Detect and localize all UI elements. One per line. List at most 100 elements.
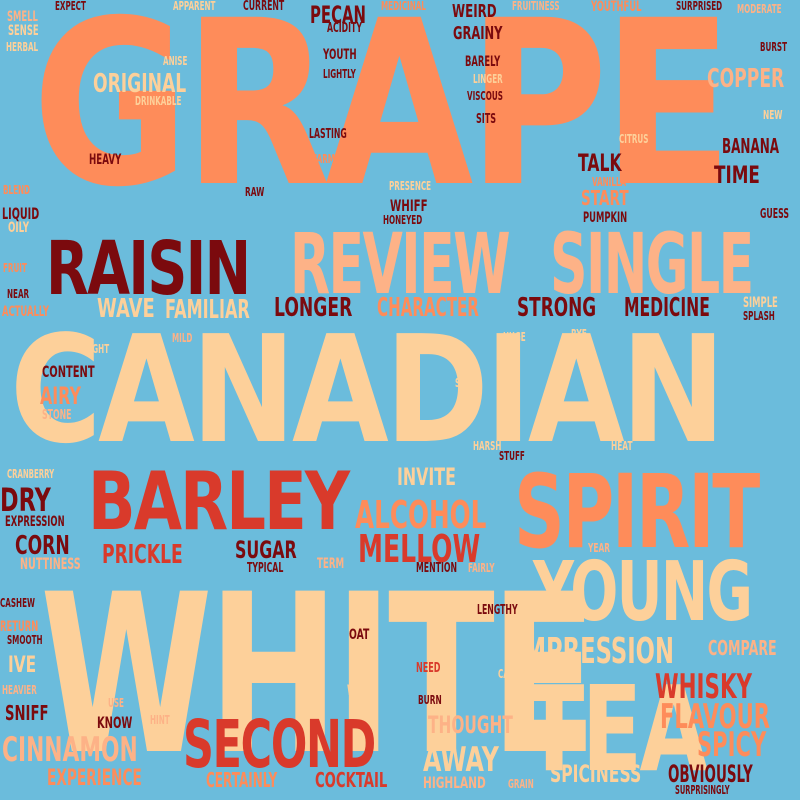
word-ive: IVE bbox=[8, 653, 37, 678]
word-cranberry: CRANBERRY bbox=[7, 467, 55, 481]
word-acidity: ACIDITY bbox=[327, 21, 363, 36]
word-compare: COMPARE bbox=[708, 636, 777, 660]
word-sniff: SNIFF bbox=[5, 701, 49, 725]
word-harsh: HARSH bbox=[473, 439, 502, 453]
word-medicinal: MEDICINAL bbox=[381, 0, 426, 13]
word-invite: INVITE bbox=[397, 463, 456, 491]
word-mellow: MELLOW bbox=[358, 527, 481, 571]
word-term: TERM bbox=[317, 556, 345, 572]
word-whisky: WHISKY bbox=[655, 667, 753, 707]
word-strong: STRONG bbox=[517, 293, 597, 323]
word-pecan: PECAN bbox=[310, 1, 366, 29]
word-warm: WARM bbox=[309, 152, 335, 166]
word-apparent: APPARENT bbox=[173, 0, 216, 13]
word-spice: SPICE bbox=[455, 376, 479, 390]
word-review: REVIEW bbox=[290, 215, 511, 313]
word-single: SINGLE bbox=[550, 215, 754, 313]
word-mention: MENTION bbox=[416, 561, 458, 576]
word-huge: HUGE bbox=[503, 330, 526, 344]
word-wish: WISH bbox=[347, 683, 375, 699]
word-away: AWAY bbox=[423, 740, 499, 780]
word-typical: TYPICAL bbox=[247, 561, 284, 576]
word-blend: BLEND bbox=[3, 183, 31, 197]
word-year: YEAR bbox=[588, 541, 610, 555]
word-light: LIGHT bbox=[85, 342, 110, 356]
word-corn: CORN bbox=[15, 531, 70, 561]
word-simple: SIMPLE bbox=[743, 295, 778, 311]
word-prickle: PRICKLE bbox=[102, 540, 183, 570]
word-stone: STONE bbox=[42, 408, 72, 423]
word-airy: AIRY bbox=[40, 382, 81, 410]
word-lengthy: LENGTHY bbox=[477, 603, 518, 618]
word-longer: LONGER bbox=[274, 293, 353, 323]
word-dry: DRY bbox=[0, 481, 51, 519]
word-grain: GRAIN bbox=[508, 777, 534, 791]
word-certainly: CERTAINLY bbox=[206, 768, 278, 792]
word-expect: EXPECT bbox=[55, 0, 86, 13]
word-lasting: LASTING bbox=[309, 127, 347, 142]
word-fruit: FRUIT bbox=[3, 261, 27, 275]
word-liquid: LIQUID bbox=[2, 204, 40, 223]
word-mild: MILD bbox=[172, 331, 193, 345]
word-near: NEAR bbox=[7, 287, 30, 301]
word-hint: HINT bbox=[150, 713, 170, 727]
word-oily: OILY bbox=[8, 220, 30, 236]
word-character: CHARACTER bbox=[377, 293, 479, 323]
word-alcohol: ALCOHOL bbox=[355, 493, 487, 537]
word-youthful: YOUTHFUL bbox=[591, 0, 642, 15]
word-surprised: SURPRISED bbox=[676, 0, 723, 13]
word-flavour: FLAVOUR bbox=[660, 697, 770, 737]
word-new: NEW bbox=[763, 108, 783, 122]
word-weird: WEIRD bbox=[452, 1, 497, 22]
word-copper: COPPER bbox=[707, 64, 785, 94]
word-thought: THOUGHT bbox=[428, 711, 513, 739]
word-grainy: GRAINY bbox=[453, 23, 503, 44]
word-return: RETURN bbox=[0, 619, 39, 635]
word-nuttiness: NUTTINESS bbox=[20, 554, 81, 573]
word-highland: HIGHLAND bbox=[423, 773, 486, 792]
word-linger: LINGER bbox=[473, 72, 503, 86]
word-burst: BURST bbox=[760, 40, 787, 54]
word-banana: BANANA bbox=[722, 134, 780, 158]
word-start: START bbox=[581, 186, 629, 210]
word-barley: BARLEY bbox=[88, 455, 350, 548]
word-fruitiness: FRUITINESS bbox=[512, 0, 560, 13]
word-use: USE bbox=[108, 696, 124, 710]
word-spirit: SPIRIT bbox=[514, 453, 760, 572]
word-second: SECOND bbox=[183, 706, 376, 783]
word-anise: ANISE bbox=[163, 54, 188, 68]
word-smooth: SMOOTH bbox=[7, 633, 43, 647]
word-cocktail: COCKTAIL bbox=[315, 768, 388, 792]
word-spicy: SPICY bbox=[697, 725, 767, 765]
word-talk: TALK bbox=[578, 149, 622, 177]
word-lightly: LIGHTLY bbox=[323, 67, 356, 81]
word-barely: BARELY bbox=[465, 54, 501, 70]
word-heat: HEAT bbox=[611, 439, 633, 453]
word-sugar: SUGAR bbox=[235, 536, 297, 564]
word-white: WHITE bbox=[40, 547, 597, 800]
word-tea: TEA bbox=[524, 660, 708, 798]
word-cinnamon: CINNAMON bbox=[2, 730, 138, 770]
word-pumpkin: PUMPKIN bbox=[583, 210, 628, 226]
word-viscous: VISCOUS bbox=[467, 89, 503, 103]
word-need: NEED bbox=[416, 661, 441, 676]
word-moderate: MODERATE bbox=[737, 2, 782, 16]
word-actually: ACTUALLY bbox=[2, 304, 49, 320]
word-content: CONTENT bbox=[42, 362, 95, 381]
word-heavy: HEAVY bbox=[89, 152, 122, 168]
word-raw: RAW bbox=[245, 185, 265, 199]
word-spiciness: SPICINESS bbox=[550, 760, 642, 788]
word-caramel: CARAMEL bbox=[498, 667, 537, 681]
word-young: YOUNG bbox=[533, 545, 753, 640]
word-guess: GUESS bbox=[760, 207, 789, 222]
word-stuff: STUFF bbox=[499, 449, 525, 463]
word-expression: EXPRESSION bbox=[5, 514, 65, 530]
word-current: CURRENT bbox=[243, 0, 285, 14]
word-herbal: HERBAL bbox=[6, 40, 39, 54]
word-obviously: OBVIOUSLY bbox=[668, 760, 753, 788]
word-youth: YOUTH bbox=[323, 47, 357, 63]
word-sense: SENSE bbox=[8, 23, 39, 39]
word-medicine: MEDICINE bbox=[624, 293, 710, 323]
word-wave: WAVE bbox=[97, 294, 155, 324]
word-splash: SPLASH bbox=[743, 309, 775, 323]
